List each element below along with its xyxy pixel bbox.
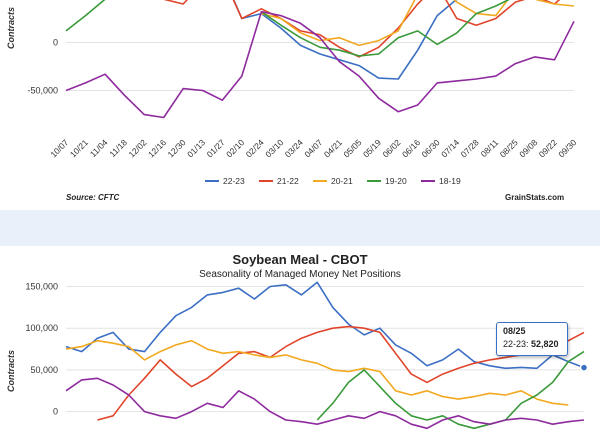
bottom-chart-series-line-18-19[interactable] — [65, 377, 585, 430]
top-chart-series-lines — [65, 0, 575, 119]
top-chart-x-ticks: 10/0710/2111/0411/1812/0212/1612/3001/13… — [48, 137, 578, 159]
bottom-chart-y-ticks: 150,000 100,000 50,000 0 — [25, 282, 58, 417]
tooltip-value: 52,820 — [531, 339, 559, 349]
top-chart-x-tick-label: 01/27 — [205, 137, 227, 159]
legend-label: 21-22 — [277, 176, 299, 186]
bottom-chart-y-tick-label: 150,000 — [25, 282, 58, 292]
top-chart-series-line-19-20[interactable] — [65, 0, 515, 57]
hover-tooltip: 08/25 22-23: 52,820 — [496, 322, 568, 356]
legend-label: 20-21 — [331, 176, 353, 186]
tooltip-series-label: 22-23: — [503, 339, 532, 349]
chart-divider-band — [0, 210, 600, 246]
top-chart-x-tick-label: 09/30 — [556, 137, 578, 159]
top-chart-x-tick-label: 11/18 — [107, 137, 129, 159]
top-chart-series-line-21-22[interactable] — [163, 0, 574, 58]
top-chart-x-tick-label: 12/30 — [166, 137, 188, 159]
bottom-chart-series-lines — [65, 281, 585, 430]
top-chart-x-tick-label: 05/05 — [341, 137, 363, 159]
bottom-chart-panel: Soybean Meal - CBOT Seasonality of Manag… — [0, 246, 600, 433]
bottom-chart-y-tick-label: 0 — [53, 407, 58, 417]
top-chart-x-tick-label: 06/16 — [400, 137, 422, 159]
top-chart-x-tick-label: 02/24 — [244, 137, 266, 159]
top-chart-gridlines — [66, 41, 574, 92]
top-chart-x-tick-label: 08/11 — [479, 137, 501, 159]
top-chart-x-tick-label: 11/04 — [88, 137, 110, 159]
bottom-chart-series-line-19-20[interactable] — [316, 350, 585, 430]
grainstats-credit[interactable]: GrainStats.com — [505, 193, 565, 202]
top-chart-x-tick-label: 04/07 — [302, 137, 324, 159]
top-chart-x-tick-label: 08/25 — [498, 137, 520, 159]
tooltip-date: 08/25 — [503, 326, 526, 336]
legend-label: 18-19 — [439, 176, 461, 186]
legend-item-21-22[interactable]: 21-22 — [259, 176, 299, 186]
chart-subtitle: Seasonality of Managed Money Net Positio… — [199, 269, 401, 280]
top-chart-legend[interactable]: 22-23 21-22 20-21 19-20 18-19 — [205, 176, 461, 186]
top-chart-x-tick-label: 09/08 — [517, 137, 539, 159]
hover-point-marker[interactable] — [579, 363, 589, 372]
source-label: Source: CFTC — [66, 193, 120, 202]
bottom-chart-svg: 150,000 100,000 50,000 0 Contracts — [6, 281, 589, 430]
top-chart-y-tick-label: 0 — [53, 37, 58, 47]
top-chart-x-tick-label: 09/22 — [537, 137, 559, 159]
top-chart-x-tick-label: 10/07 — [48, 137, 70, 159]
top-chart-x-tick-label: 03/10 — [263, 137, 285, 159]
bottom-chart-series-line-20-21[interactable] — [65, 339, 569, 406]
top-chart-y-axis-label: Contracts — [6, 7, 16, 49]
legend-item-20-21[interactable]: 20-21 — [313, 176, 353, 186]
top-chart-x-tick-label: 12/16 — [146, 137, 168, 159]
bottom-chart-y-tick-label: 100,000 — [25, 323, 58, 333]
bottom-chart-series-line-22-23[interactable] — [65, 281, 585, 370]
top-chart-x-tick-label: 04/21 — [322, 137, 344, 159]
top-chart-x-tick-label: 12/02 — [126, 137, 148, 159]
legend-item-19-20[interactable]: 19-20 — [367, 176, 407, 186]
top-chart-y-tick-label: -50,000 — [27, 86, 58, 96]
top-chart-x-tick-label: 02/10 — [224, 137, 246, 159]
top-chart-series-line-20-21[interactable] — [261, 0, 575, 47]
chart-title: Soybean Meal - CBOT — [232, 252, 368, 267]
top-chart-series-line-22-23[interactable] — [222, 0, 515, 80]
top-chart-x-tick-label: 07/14 — [439, 137, 461, 159]
top-chart-x-tick-label: 05/19 — [361, 137, 383, 159]
top-chart-x-tick-label: 10/21 — [68, 137, 90, 159]
legend-label: 22-23 — [223, 176, 245, 186]
top-chart-x-tick-label: 07/28 — [459, 137, 481, 159]
top-chart-x-tick-label: 06/30 — [420, 137, 442, 159]
bottom-chart-y-axis-label: Contracts — [6, 350, 16, 392]
legend-item-18-19[interactable]: 18-19 — [421, 176, 461, 186]
top-chart-x-tick-label: 06/02 — [380, 137, 402, 159]
top-chart-x-tick-label: 03/24 — [283, 137, 305, 159]
legend-item-22-23[interactable]: 22-23 — [205, 176, 245, 186]
legend-label: 19-20 — [385, 176, 407, 186]
bottom-chart-series-line-21-22[interactable] — [97, 325, 585, 421]
top-chart-x-tick-label: 01/13 — [185, 137, 207, 159]
bottom-chart-y-tick-label: 50,000 — [30, 365, 58, 375]
top-chart-series-line-18-19[interactable] — [65, 10, 575, 119]
